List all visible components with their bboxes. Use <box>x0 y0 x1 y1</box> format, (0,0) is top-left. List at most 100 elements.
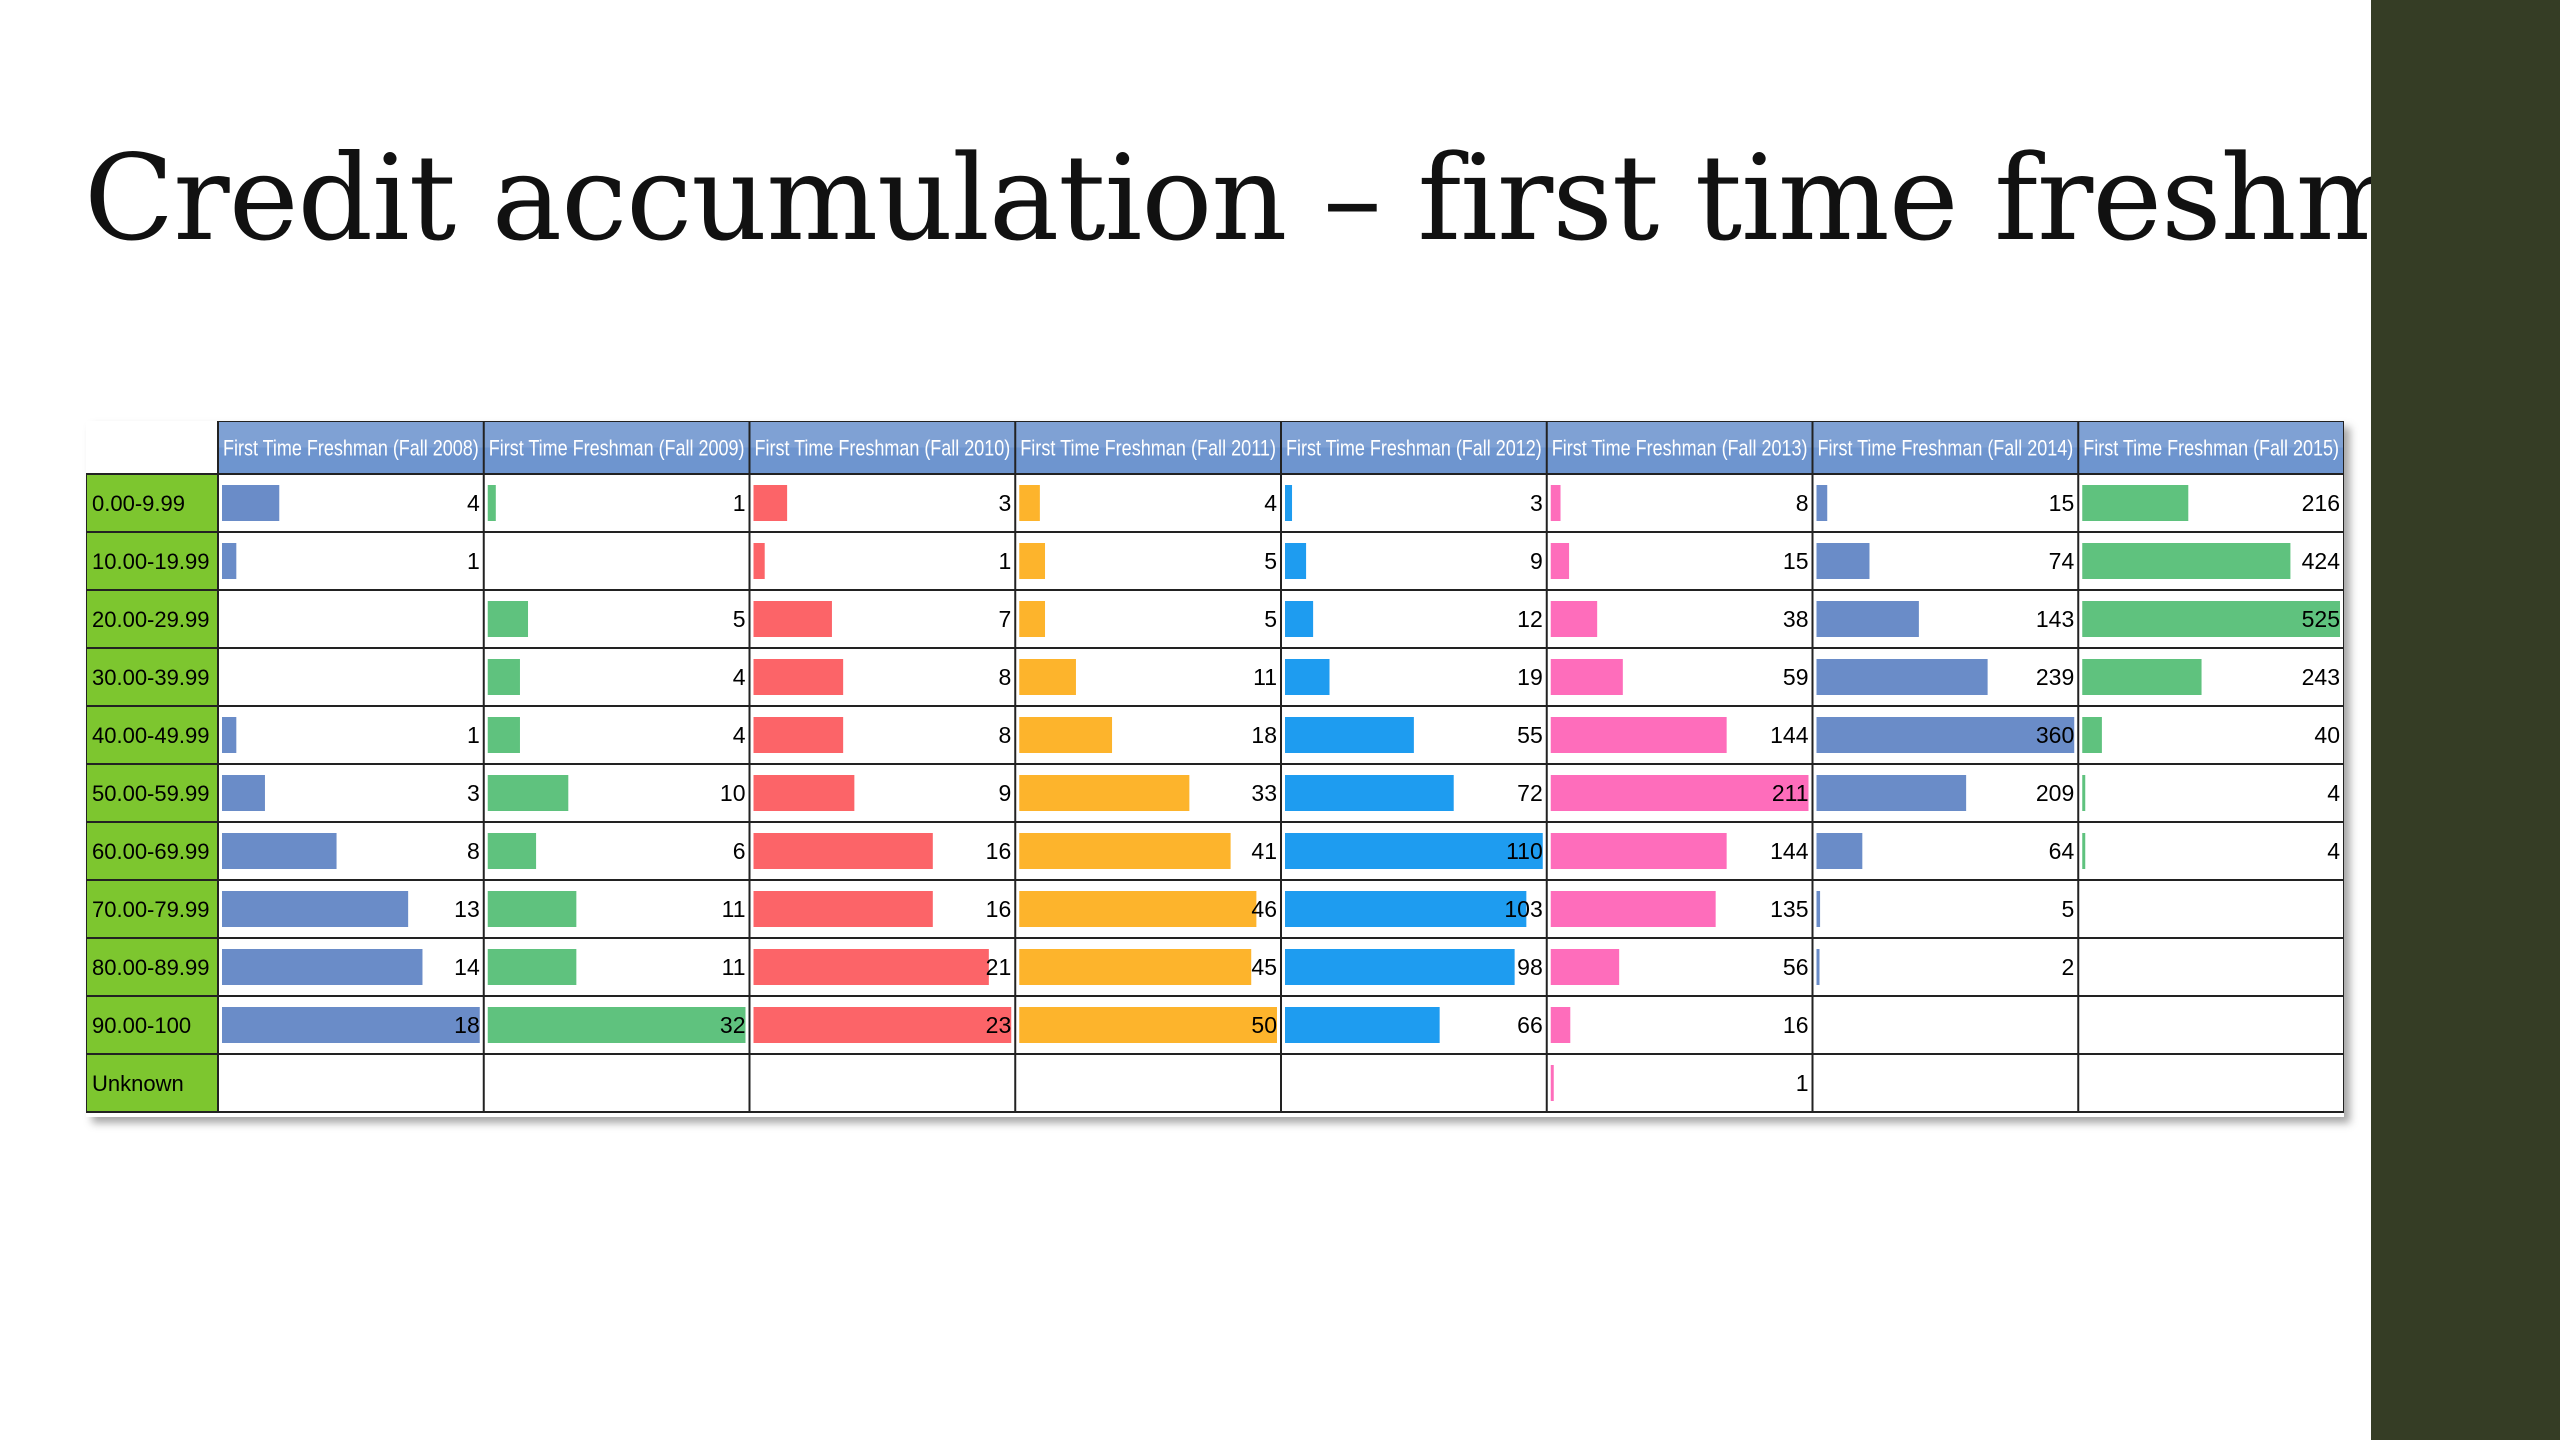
data-bar <box>1550 833 1727 869</box>
data-bar <box>222 717 237 753</box>
data-value: 40 <box>2314 722 2340 748</box>
data-value: 110 <box>1506 838 1543 864</box>
data-value: 8 <box>998 664 1011 690</box>
row-label: Unknown <box>92 1071 184 1096</box>
data-value: 1 <box>1796 1070 1809 1096</box>
data-value: 1 <box>467 548 480 574</box>
column-header: First Time Freshman (Fall 2013) <box>1552 436 1808 461</box>
data-bar <box>1019 1007 1277 1043</box>
data-value: 66 <box>1517 1012 1543 1038</box>
data-bar <box>2082 717 2102 753</box>
data-bar <box>1816 891 1821 927</box>
data-value: 33 <box>1251 780 1277 806</box>
data-value: 6 <box>733 838 746 864</box>
data-value: 56 <box>1783 954 1809 980</box>
data-value: 38 <box>1783 606 1809 632</box>
data-bar <box>1285 485 1293 521</box>
data-value: 8 <box>467 838 480 864</box>
data-bar <box>2082 833 2086 869</box>
data-value: 239 <box>2036 664 2074 690</box>
data-bar <box>1550 485 1561 521</box>
data-value: 55 <box>1517 722 1543 748</box>
data-bar <box>1550 659 1623 695</box>
data-bar <box>222 891 409 927</box>
data-value: 8 <box>998 722 1011 748</box>
data-bar <box>1816 543 1870 579</box>
row-label: 90.00-100 <box>92 1013 191 1038</box>
data-value: 4 <box>2327 780 2340 806</box>
data-bar <box>222 949 423 985</box>
data-bar <box>1816 949 1820 985</box>
data-value: 1 <box>467 722 480 748</box>
side-bar <box>2371 0 2560 1440</box>
data-bar-table-svg: First Time Freshman (Fall 2008) First Tim… <box>86 421 2344 1113</box>
data-value: 59 <box>1783 664 1809 690</box>
data-bar <box>1285 543 1307 579</box>
data-value: 45 <box>1251 954 1277 980</box>
data-bar <box>487 1007 746 1043</box>
column-header: First Time Freshman (Fall 2014) <box>1818 436 2074 461</box>
data-bar <box>753 891 933 927</box>
row-label: 70.00-79.99 <box>92 897 209 922</box>
data-bar <box>1019 659 1076 695</box>
data-bar <box>487 891 577 927</box>
data-value: 4 <box>733 664 746 690</box>
data-bar <box>1816 833 1863 869</box>
data-value: 424 <box>2302 548 2341 574</box>
data-value: 243 <box>2302 664 2340 690</box>
data-value: 50 <box>1251 1012 1277 1038</box>
column-header: First Time Freshman (Fall 2012) <box>1286 436 1542 461</box>
data-bar <box>487 833 537 869</box>
data-value: 16 <box>986 896 1012 922</box>
data-value: 19 <box>1517 664 1543 690</box>
data-value: 3 <box>998 490 1011 516</box>
data-bar <box>753 833 933 869</box>
data-value: 5 <box>1264 548 1277 574</box>
data-value: 1 <box>733 490 746 516</box>
data-value: 144 <box>1770 722 1809 748</box>
data-bar <box>1019 891 1257 927</box>
row-label: 40.00-49.99 <box>92 723 209 748</box>
data-value: 3 <box>1530 490 1543 516</box>
data-value: 216 <box>2302 490 2340 516</box>
data-bar <box>1019 485 1040 521</box>
data-value: 9 <box>1530 548 1543 574</box>
data-bar <box>1019 543 1046 579</box>
column-header: First Time Freshman (Fall 2010) <box>755 436 1011 461</box>
data-value: 209 <box>2036 780 2074 806</box>
data-value: 15 <box>1783 548 1809 574</box>
data-bar <box>487 485 496 521</box>
data-bar <box>1285 717 1414 753</box>
data-value: 15 <box>2049 490 2075 516</box>
data-value: 2 <box>2061 954 2074 980</box>
data-bar <box>1019 949 1252 985</box>
row-label: 10.00-19.99 <box>92 549 209 574</box>
data-value: 12 <box>1517 606 1543 632</box>
data-value: 41 <box>1251 838 1277 864</box>
data-value: 1 <box>998 548 1011 574</box>
data-value: 64 <box>2049 838 2075 864</box>
data-value: 21 <box>986 954 1012 980</box>
data-bar <box>1550 775 1809 811</box>
data-value: 46 <box>1251 896 1277 922</box>
data-bar <box>753 659 844 695</box>
data-bar <box>487 717 520 753</box>
data-value: 103 <box>1504 896 1542 922</box>
data-value: 4 <box>2327 838 2340 864</box>
data-value: 143 <box>2036 606 2074 632</box>
data-bar <box>1550 717 1727 753</box>
data-value: 360 <box>2036 722 2074 748</box>
data-bar <box>2082 659 2202 695</box>
data-bar <box>1550 543 1570 579</box>
data-bar <box>222 543 237 579</box>
data-bar <box>1285 659 1330 695</box>
data-value: 525 <box>2302 606 2340 632</box>
column-header: First Time Freshman (Fall 2008) <box>223 436 479 461</box>
data-value: 144 <box>1770 838 1809 864</box>
data-bar <box>222 485 280 521</box>
data-bar <box>2082 485 2189 521</box>
data-value: 11 <box>1253 664 1277 690</box>
data-bar <box>753 601 832 637</box>
data-bar <box>753 543 765 579</box>
data-value: 4 <box>733 722 746 748</box>
